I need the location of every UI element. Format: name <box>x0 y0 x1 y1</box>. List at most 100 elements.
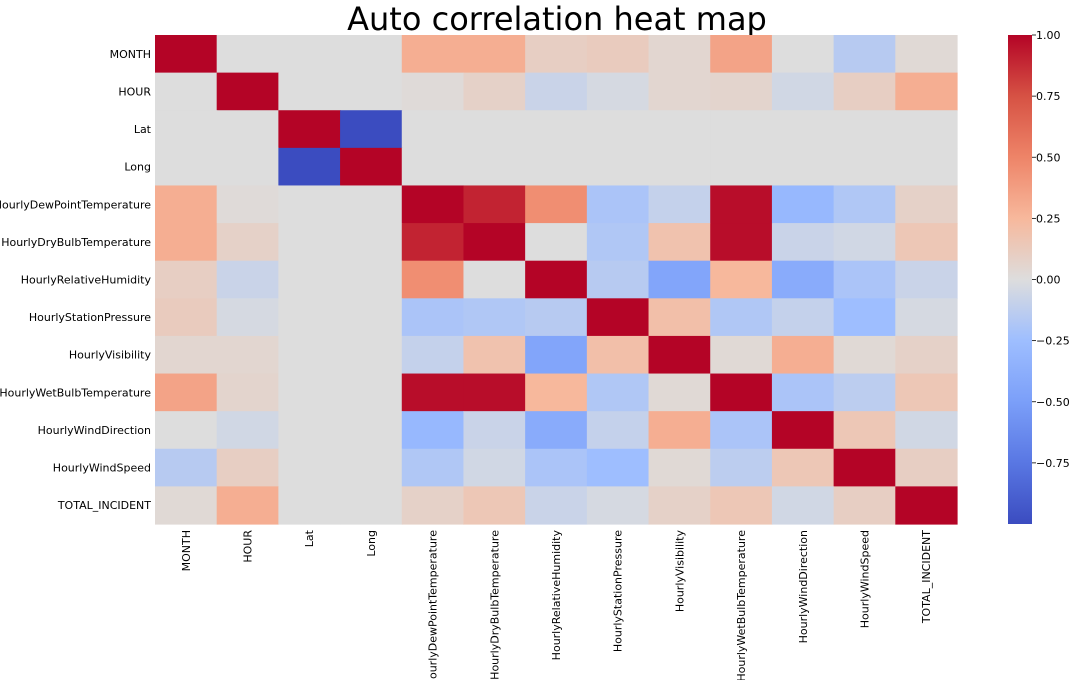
x-tick-label: HourlyWetBulbTemperature <box>735 530 748 680</box>
heatmap-cell <box>895 448 958 487</box>
heatmap-cell <box>771 411 835 450</box>
heatmap-cell <box>278 373 341 412</box>
colorbar-tick-labels: 1.00 0.75 0.50 0.25 0.00 −0.25 −0.50 −0.75 <box>1032 29 1070 470</box>
heatmap-cell <box>586 35 650 74</box>
heatmap-cell <box>216 298 279 337</box>
heatmap-cell <box>278 298 341 337</box>
heatmap-cell <box>216 373 279 412</box>
heatmap-cell <box>278 448 341 487</box>
heatmap-cell <box>463 147 526 187</box>
heatmap-cell <box>278 72 341 111</box>
heatmap-cell <box>463 335 526 375</box>
heatmap-cell <box>771 110 835 149</box>
heatmap-cell <box>833 147 896 187</box>
heatmap-cell <box>895 486 958 525</box>
heatmap-cell <box>463 411 526 450</box>
heatmap-cell <box>525 486 588 525</box>
heatmap-cell <box>463 185 526 224</box>
heatmap-cell <box>648 35 711 74</box>
heatmap-cell <box>525 72 588 111</box>
heatmap-cell <box>586 185 650 224</box>
x-tick-label: Lat <box>303 529 316 547</box>
heatmap-cell <box>401 411 465 450</box>
heatmap-cell <box>833 335 896 375</box>
heatmap-cell <box>155 298 218 337</box>
heatmap-cell <box>586 411 650 450</box>
heatmap-cell <box>401 147 465 187</box>
y-tick-label: HourlyVisibility <box>69 349 152 362</box>
heatmap-cell <box>833 448 896 487</box>
heatmap-cell <box>648 448 711 487</box>
colorbar-tick-label: 0.00 <box>1036 274 1061 287</box>
heatmap-cell <box>216 223 279 262</box>
heatmap-cell <box>771 260 835 299</box>
heatmap-cell <box>771 185 835 224</box>
heatmap-cell <box>586 448 650 487</box>
x-tick-label: HourlyWindDirection <box>797 530 810 643</box>
heatmap-cell <box>895 223 958 262</box>
heatmap-cell <box>340 260 403 299</box>
colorbar-gradient <box>1008 35 1032 524</box>
heatmap-cell <box>833 35 896 74</box>
heatmap-cell <box>895 110 958 149</box>
heatmap-cell <box>340 373 403 412</box>
x-tick-label: MONTH <box>180 530 193 571</box>
colorbar <box>1008 35 1032 524</box>
y-tick-label: Lat <box>134 123 152 136</box>
y-tick-label: Long <box>124 161 151 174</box>
heatmap-cell <box>278 185 341 224</box>
heatmap-cell <box>648 260 711 299</box>
heatmap-cell <box>340 448 403 487</box>
y-tick-label: HourlyRelativeHumidity <box>21 274 152 287</box>
heatmap-cell <box>833 298 896 337</box>
heatmap-cell <box>771 298 835 337</box>
heatmap-cell <box>463 298 526 337</box>
heatmap-cell <box>216 335 279 375</box>
heatmap-cell <box>278 223 341 262</box>
heatmap-cell <box>525 147 588 187</box>
heatmap-cell <box>155 335 218 375</box>
heatmap-cell <box>401 335 465 375</box>
heatmap-cell <box>895 411 958 450</box>
heatmap-cell <box>710 147 773 187</box>
heatmap-cell <box>340 110 403 149</box>
heatmap-cell <box>648 185 711 224</box>
heatmap-cell <box>710 411 773 450</box>
heatmap-cell <box>463 486 526 525</box>
heatmap-cell <box>216 411 279 450</box>
heatmap-cell <box>216 147 279 187</box>
y-tick-label: HourlyWetBulbTemperature <box>0 386 151 399</box>
y-tick-label: HourlyWindDirection <box>38 424 151 437</box>
heatmap-cell <box>401 110 465 149</box>
heatmap-cell <box>833 260 896 299</box>
heatmap-cell <box>833 223 896 262</box>
heatmap-cell <box>401 448 465 487</box>
heatmap-cell <box>155 72 218 111</box>
heatmap-cell <box>586 72 650 111</box>
heatmap-cell <box>525 260 588 299</box>
heatmap-cell <box>401 298 465 337</box>
heatmap-cells <box>155 35 958 525</box>
heatmap-cell <box>463 72 526 111</box>
heatmap-cell <box>401 373 465 412</box>
heatmap-cell <box>586 260 650 299</box>
heatmap-cell <box>525 298 588 337</box>
heatmap-cell <box>895 147 958 187</box>
colorbar-tick-label: −0.50 <box>1036 396 1070 409</box>
x-tick-label: HourlyWindSpeed <box>858 530 871 628</box>
heatmap-cell <box>525 411 588 450</box>
heatmap-cell <box>278 335 341 375</box>
heatmap-cell <box>648 223 711 262</box>
heatmap-cell <box>586 335 650 375</box>
heatmap-cell <box>710 35 773 74</box>
heatmap-cell <box>710 373 773 412</box>
heatmap-cell <box>278 35 341 74</box>
heatmap-cell <box>586 110 650 149</box>
heatmap-cell <box>340 486 403 525</box>
heatmap-cell <box>278 411 341 450</box>
y-tick-label: HourlyDryBulbTemperature <box>1 236 151 249</box>
heatmap-cell <box>895 373 958 412</box>
heatmap-cell <box>216 448 279 487</box>
heatmap-cell <box>401 486 465 525</box>
x-tick-label: Long <box>365 530 378 557</box>
